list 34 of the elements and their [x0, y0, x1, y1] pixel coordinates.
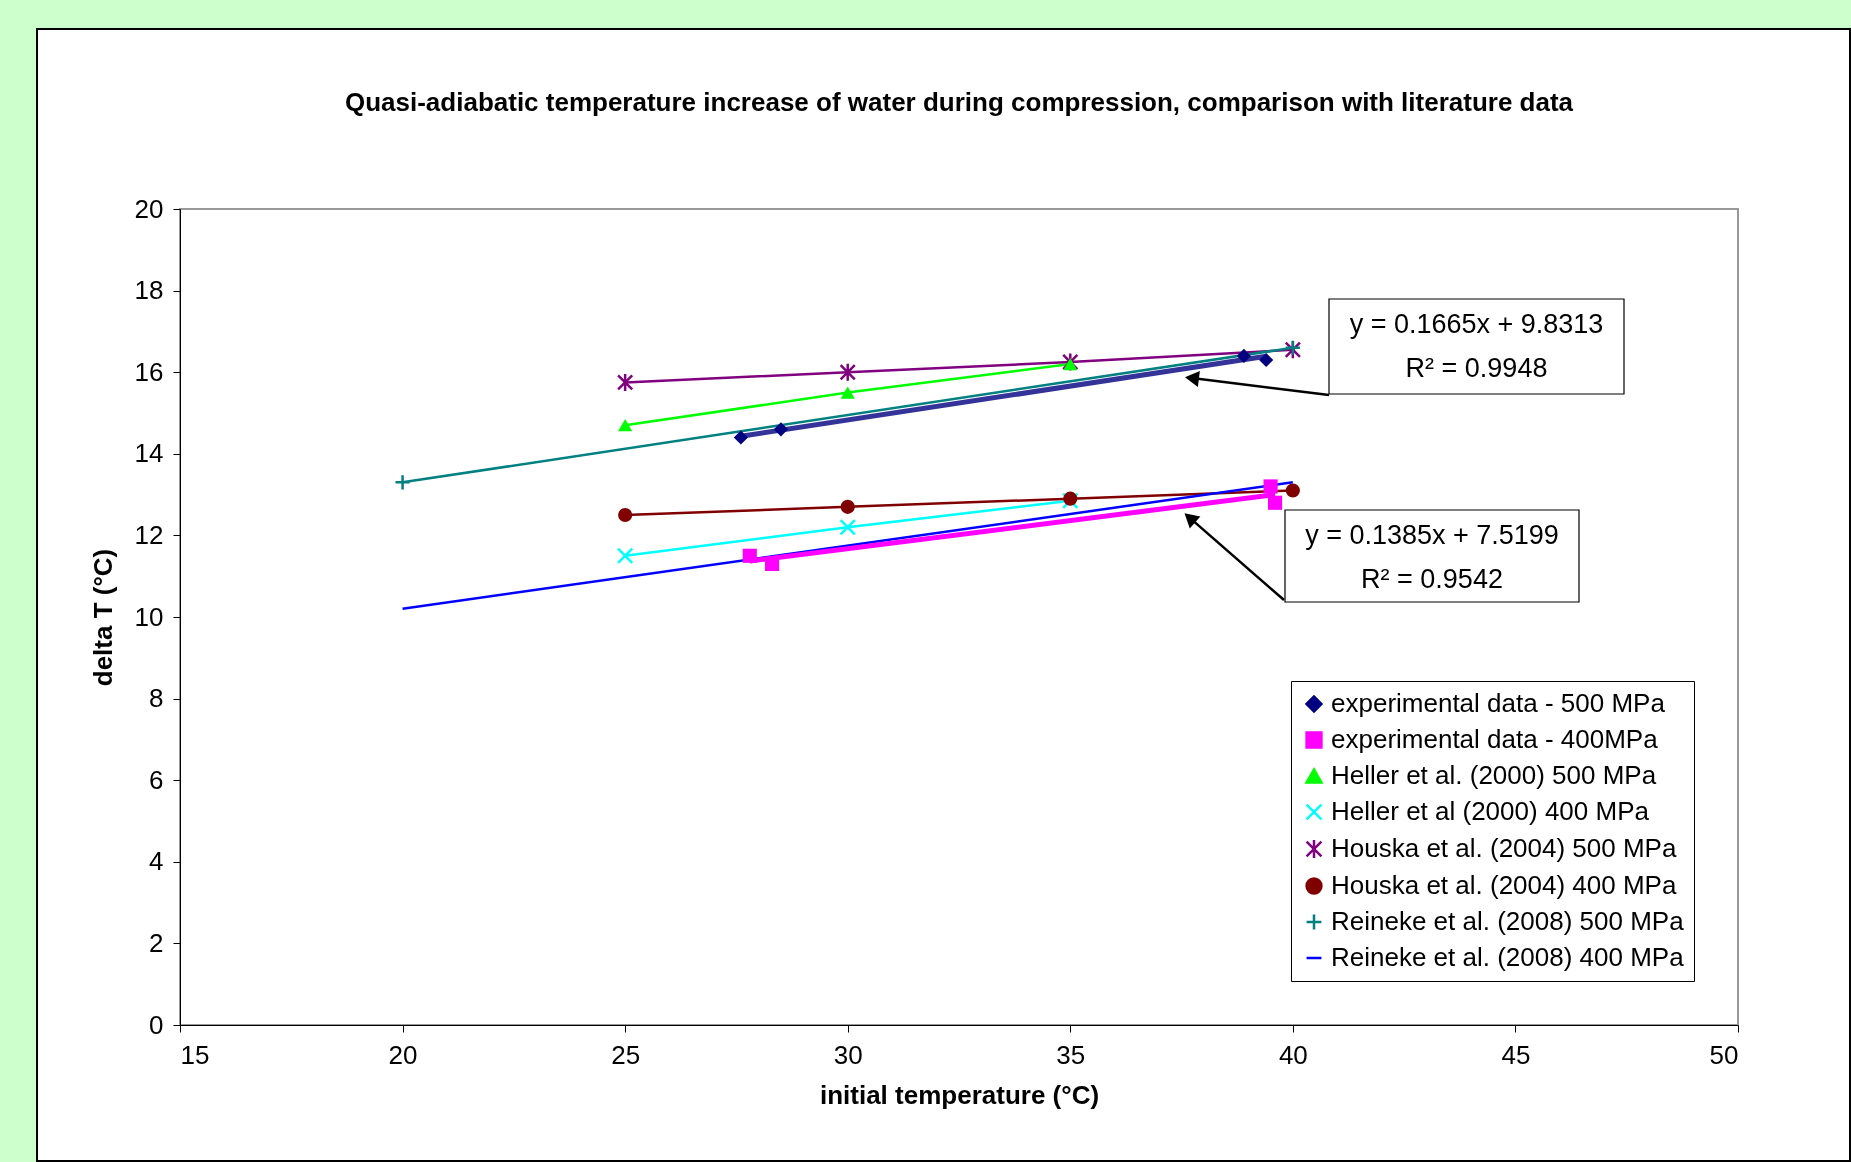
x-tick-label: 15 [180, 1039, 210, 1070]
legend-label: Heller et al. (2000) 500 MPa [1331, 760, 1657, 790]
annotation: R² = 0.9948 [1405, 353, 1548, 383]
annotation: y = 0.1665x + 9.8313 [1349, 309, 1604, 339]
y-tick-label: 2 [149, 927, 164, 958]
x-tick-label: 50 [1709, 1039, 1739, 1070]
legend-label: Reineke et al. (2008) 400 MPa [1331, 942, 1685, 972]
annotation: R² = 0.9542 [1361, 564, 1503, 594]
x-tick-label: 20 [388, 1039, 418, 1070]
x-tick-label: 25 [611, 1039, 641, 1070]
y-tick-label: 18 [134, 275, 164, 306]
y-tick-label: 0 [149, 1009, 164, 1040]
x-axis-title: initial temperature (°C) [819, 1079, 1100, 1110]
y-tick-label: 8 [149, 683, 164, 714]
legend-label: Houska et al. (2004) 500 MPa [1331, 833, 1677, 863]
legend-label: Houska et al. (2004) 400 MPa [1331, 870, 1677, 900]
legend-label: experimental data - 500 MPa [1331, 688, 1666, 718]
y-tick-label: 14 [134, 438, 164, 469]
y-axis-title: delta T (°C) [87, 548, 118, 687]
x-tick-label: 35 [1056, 1039, 1086, 1070]
x-tick-label: 40 [1278, 1039, 1308, 1070]
y-tick-label: 12 [134, 519, 164, 550]
y-tick-label: 10 [134, 601, 164, 632]
x-tick-label: 45 [1501, 1039, 1531, 1070]
chart-title: Quasi-adiabatic temperature increase of water during compression, comparison with literature data [344, 87, 1574, 117]
y-tick-label: 16 [134, 356, 164, 387]
x-tick-label: 30 [833, 1039, 863, 1070]
legend-label: Heller et al (2000) 400 MPa [1331, 796, 1650, 826]
legend-label: experimental data - 400MPa [1331, 724, 1659, 754]
y-tick-label: 6 [149, 764, 164, 795]
y-tick-label: 4 [149, 846, 164, 877]
annotation: y = 0.1385x + 7.5199 [1305, 520, 1559, 550]
y-tick-label: 20 [134, 193, 164, 224]
legend-label: Reineke et al. (2008) 500 MPa [1331, 906, 1685, 936]
